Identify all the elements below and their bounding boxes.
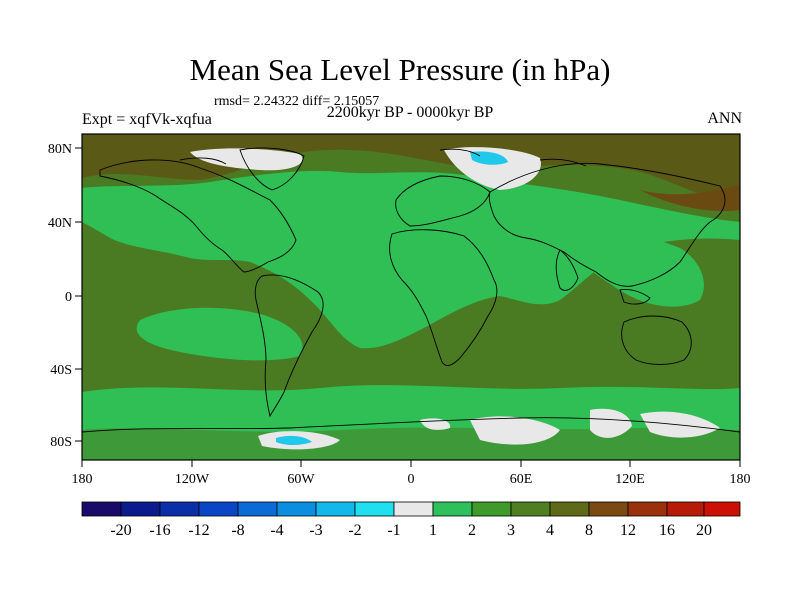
- colorbar-swatch-7: [315, 501, 356, 517]
- field-arctic-cyan: [470, 151, 508, 165]
- colorbar-swatch-9: [393, 501, 434, 517]
- lon-label-60w: 60W: [287, 472, 315, 487]
- field-ross-cyan: [276, 435, 312, 445]
- colorbar-label-1: -20: [110, 522, 131, 539]
- axis-ticks: [75, 147, 741, 467]
- pressure-field: [82, 134, 740, 460]
- colorbar-swatch-2: [120, 501, 161, 517]
- field-greenland-white: [190, 148, 303, 171]
- colorbar-swatch-12: [510, 501, 551, 517]
- field-midlat-green: [82, 170, 740, 349]
- season-label: ANN: [707, 110, 742, 127]
- lon-label-120e: 120E: [615, 472, 645, 487]
- lon-label-180e: 180: [730, 472, 751, 487]
- coast-indonesia: [619, 289, 651, 305]
- colorbar-swatch-17: [703, 501, 741, 517]
- stats-line: rmsd= 2.24322 diff= 2.15057: [214, 94, 380, 109]
- field-asia-green: [560, 228, 704, 307]
- lat-label-40n: 40N: [48, 216, 72, 231]
- colorbar-swatch-10: [432, 501, 473, 517]
- coast-north-america: [99, 159, 297, 273]
- colorbar-label-3: -12: [188, 522, 209, 539]
- colorbar: -20 -16 -12 -8 -4 -3 -2 -1 1 2 3 4 8 12 …: [81, 501, 741, 539]
- colorbar-label-2: -16: [149, 522, 170, 539]
- lat-label-0: 0: [65, 290, 72, 305]
- field-arctic-white: [444, 147, 541, 190]
- lat-label-80n: 80N: [48, 142, 72, 157]
- coast-greenland: [239, 147, 305, 191]
- colorbar-label-8: -1: [387, 522, 400, 539]
- colorbar-label-5: -4: [270, 522, 283, 539]
- colorbar-swatch-11: [471, 501, 512, 517]
- lon-labels: 180 120W 60W 0 60E 120E 180: [72, 472, 751, 487]
- colorbar-swatch-16: [666, 501, 705, 517]
- colorbar-swatch-1: [81, 501, 122, 517]
- lon-label-0: 0: [408, 472, 415, 487]
- colorbar-label-9: 1: [429, 522, 437, 539]
- coast-india: [555, 249, 579, 291]
- colorbar-label-13: 8: [585, 522, 593, 539]
- coast-australia: [621, 315, 692, 365]
- coast-europe: [395, 175, 491, 227]
- coast-africa: [389, 229, 498, 366]
- colorbar-swatch-3: [159, 501, 200, 517]
- field-antarctic: [82, 427, 740, 460]
- colorbar-swatch-15: [627, 501, 668, 517]
- lat-label-80s: 80S: [50, 435, 72, 450]
- coast-south-america: [254, 274, 324, 418]
- lat-labels: 80N 40N 0 40S 80S: [48, 142, 72, 450]
- coast-arctic: [179, 148, 587, 167]
- field-antarctic-white-2: [590, 408, 632, 438]
- colorbar-swatch-5: [237, 501, 278, 517]
- colorbar-swatch-6: [276, 501, 317, 517]
- colorbar-label-4: -8: [231, 522, 244, 539]
- coast-asia: [488, 162, 726, 287]
- colorbar-labels: -20 -16 -12 -8 -4 -3 -2 -1 1 2 3 4 8 12 …: [110, 522, 712, 539]
- field-antarctic-white-1: [470, 416, 560, 445]
- lon-label-60e: 60E: [510, 472, 533, 487]
- colorbar-swatch-4: [198, 501, 239, 517]
- coast-antarctica: [82, 417, 740, 433]
- chart-title: Mean Sea Level Pressure (in hPa): [189, 52, 611, 87]
- lon-label-120w: 120W: [175, 472, 210, 487]
- lon-label-180w: 180: [72, 472, 93, 487]
- colorbar-swatch-8: [354, 501, 395, 517]
- colorbar-label-14: 12: [620, 522, 636, 539]
- colorbar-label-11: 3: [507, 522, 515, 539]
- colorbar-swatch-13: [549, 501, 590, 517]
- colorbar-label-10: 2: [468, 522, 476, 539]
- field-north-high: [640, 185, 740, 212]
- coastlines: [82, 147, 740, 433]
- colorbar-label-12: 4: [546, 522, 554, 539]
- colorbar-label-16: 20: [696, 522, 712, 539]
- experiment-label: Expt = xqfVk-xqfua: [82, 111, 212, 128]
- period-label: 2200kyr BP - 0000kyr BP: [326, 104, 494, 121]
- lat-label-40s: 40S: [50, 363, 72, 378]
- colorbar-label-6: -3: [309, 522, 322, 539]
- colorbar-label-7: -2: [348, 522, 361, 539]
- colorbar-swatch-14: [588, 501, 629, 517]
- colorbar-label-15: 16: [659, 522, 675, 539]
